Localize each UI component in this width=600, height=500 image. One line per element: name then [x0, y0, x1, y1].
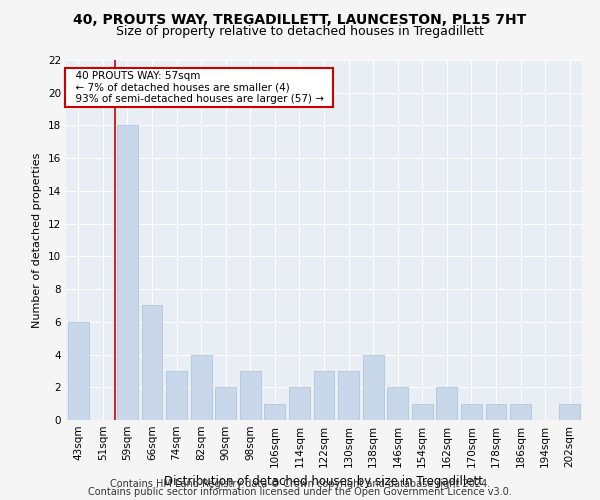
Bar [559, 404, 580, 420]
Text: Size of property relative to detached houses in Tregadillett: Size of property relative to detached ho… [116, 25, 484, 38]
Bar [191, 354, 212, 420]
X-axis label: Distribution of detached houses by size in Tregadillett: Distribution of detached houses by size … [164, 476, 484, 488]
Bar [142, 306, 163, 420]
Bar [510, 404, 531, 420]
Text: 40 PROUTS WAY: 57sqm
  ← 7% of detached houses are smaller (4)
  93% of semi-det: 40 PROUTS WAY: 57sqm ← 7% of detached ho… [68, 71, 330, 104]
Text: 40, PROUTS WAY, TREGADILLETT, LAUNCESTON, PL15 7HT: 40, PROUTS WAY, TREGADILLETT, LAUNCESTON… [73, 12, 527, 26]
Bar [436, 388, 457, 420]
Bar [338, 371, 359, 420]
Bar [215, 388, 236, 420]
Bar [461, 404, 482, 420]
Bar [117, 126, 138, 420]
Bar [240, 371, 261, 420]
Bar [314, 371, 334, 420]
Bar [412, 404, 433, 420]
Bar [68, 322, 89, 420]
Y-axis label: Number of detached properties: Number of detached properties [32, 152, 43, 328]
Text: Contains HM Land Registry data © Crown copyright and database right 2024.: Contains HM Land Registry data © Crown c… [110, 479, 490, 489]
Bar [265, 404, 286, 420]
Text: Contains public sector information licensed under the Open Government Licence v3: Contains public sector information licen… [88, 487, 512, 497]
Bar [485, 404, 506, 420]
Bar [166, 371, 187, 420]
Bar [387, 388, 408, 420]
Bar [362, 354, 383, 420]
Bar [289, 388, 310, 420]
